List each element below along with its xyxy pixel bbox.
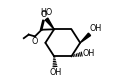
Text: O: O: [31, 37, 38, 46]
Text: OH: OH: [90, 24, 102, 33]
Text: O: O: [41, 10, 47, 19]
Text: HO: HO: [40, 8, 52, 17]
Polygon shape: [80, 33, 91, 43]
Text: OH: OH: [49, 68, 61, 77]
Polygon shape: [45, 18, 54, 29]
Text: OH: OH: [82, 49, 94, 58]
